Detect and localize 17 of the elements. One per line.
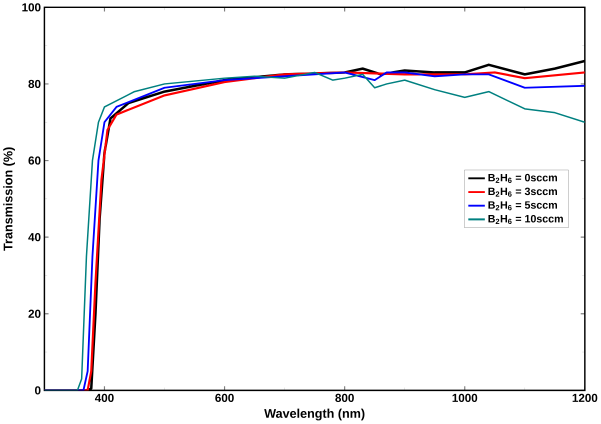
y-axis-title: Transmission (%): [3, 148, 15, 251]
legend-label: B$_{2}$H$_{6}$ = 10sccm: [488, 215, 563, 224]
y-tick-label: 80: [28, 80, 41, 88]
x-tick-label: 400: [94, 394, 114, 402]
y-tick-label: 100: [22, 3, 41, 12]
x-tick-label: 600: [215, 394, 234, 402]
legend-label: B$_{2}$H$_{6}$ = 0sccm: [488, 174, 557, 184]
x-tick-label: 1200: [572, 394, 598, 402]
y-tick-label: 20: [28, 310, 41, 318]
y-tick-label: 60: [28, 156, 41, 165]
x-tick-label: 1000: [452, 394, 478, 402]
y-tick-label: 40: [28, 233, 41, 242]
legend-label: B$_{2}$H$_{6}$ = 3sccm: [488, 188, 557, 197]
y-tick-label: 0: [34, 386, 41, 395]
x-tick-label: 800: [335, 394, 354, 402]
legend-label: B$_{2}$H$_{6}$ = 5sccm: [488, 201, 557, 210]
x-axis-title: Wavelength (nm): [264, 408, 364, 421]
